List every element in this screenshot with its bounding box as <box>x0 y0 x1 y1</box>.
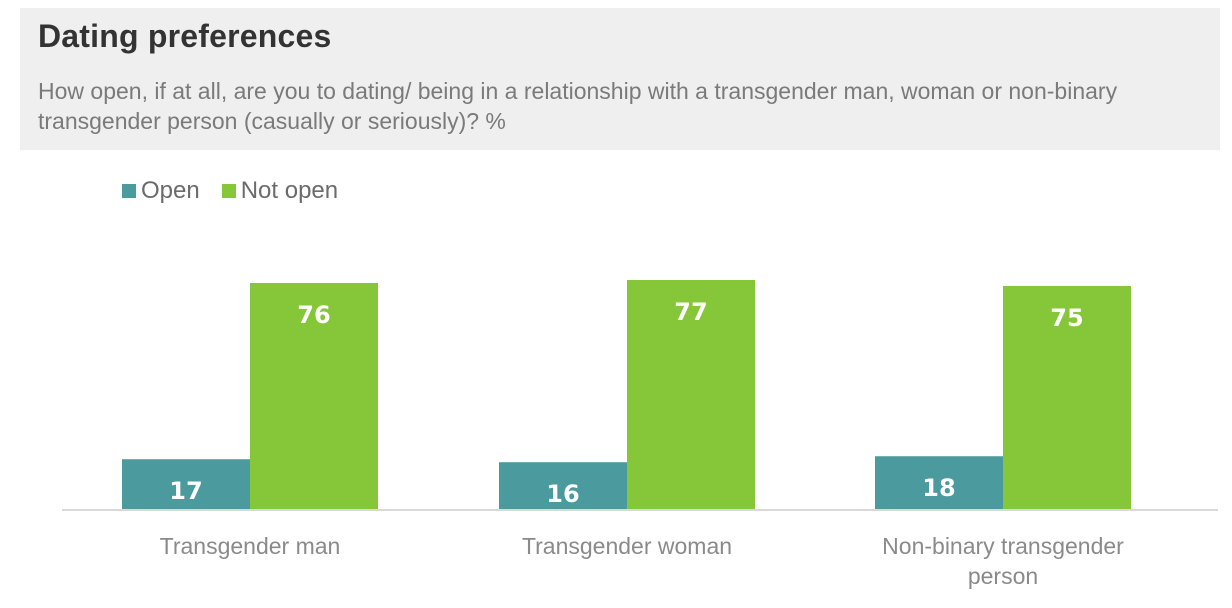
bar-open-3 <box>875 456 1003 510</box>
x-tick-label-3: Non-binary transgender person <box>882 533 1124 589</box>
bar-not-open-2 <box>627 280 755 510</box>
x-tick-label-1: Transgender man <box>160 533 341 559</box>
data-label-not-open-3: 75 <box>1050 304 1083 332</box>
data-label-not-open-1: 76 <box>297 301 330 329</box>
legend-item-not-open: Not open <box>221 177 339 205</box>
data-label-open-3: 18 <box>922 474 955 502</box>
legend-label-not-open: Not open <box>240 177 339 204</box>
chart-title: Dating preferences <box>38 18 332 54</box>
chart-legend: Open Not open <box>122 176 360 206</box>
data-label-not-open-2: 77 <box>674 298 707 326</box>
legend-label-open: Open <box>141 177 200 204</box>
legend-swatch-open <box>122 184 136 198</box>
chart-subtitle: How open, if at all, are you to dating/ … <box>38 78 1118 134</box>
bar-open-2 <box>499 462 627 510</box>
legend-item-open: Open <box>122 177 200 205</box>
bar-open-1 <box>122 459 250 510</box>
x-tick-label-2: Transgender woman <box>522 533 732 559</box>
chart-header: Dating preferences How open, if at all, … <box>20 8 1220 150</box>
legend-swatch-not-open <box>221 184 236 198</box>
bar-not-open-3 <box>1003 285 1131 510</box>
data-label-open-1: 17 <box>169 477 202 505</box>
data-label-open-2: 16 <box>546 480 579 508</box>
bar-not-open-1 <box>250 282 378 510</box>
